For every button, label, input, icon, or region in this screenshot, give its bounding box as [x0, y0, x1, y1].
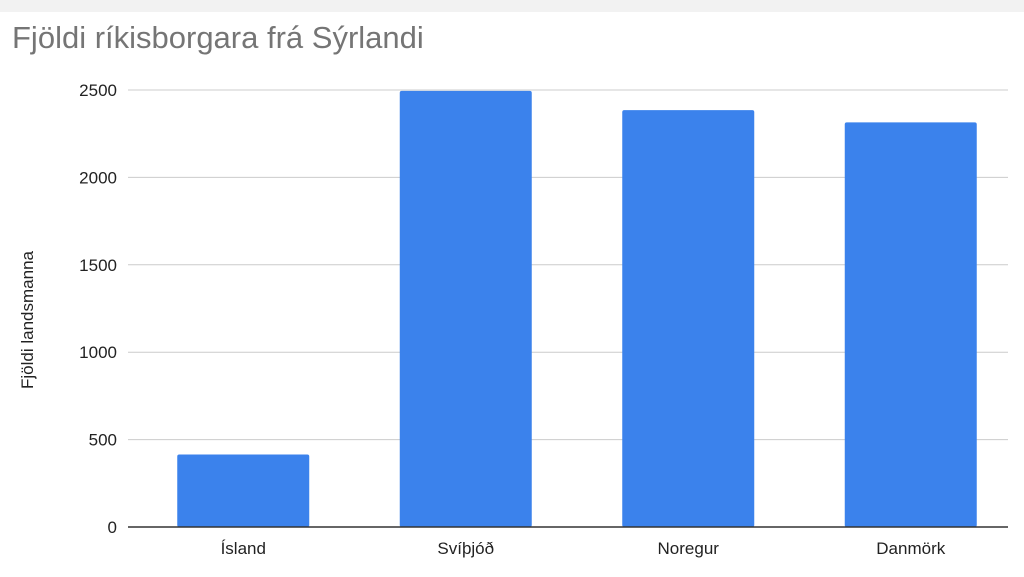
top-band: [0, 0, 1024, 12]
y-axis-ticks: 0 500 1000 1500 2000 2500: [79, 81, 117, 537]
x-tick-label: Ísland: [221, 539, 266, 558]
y-tick-label: 500: [89, 431, 117, 450]
y-tick-label: 0: [108, 518, 117, 537]
x-axis-ticks: Ísland Svíþjóð Noregur Danmörk: [221, 539, 946, 558]
y-tick-label: 2500: [79, 81, 117, 100]
bars: [177, 90, 977, 528]
y-tick-label: 2000: [79, 168, 117, 187]
bar: [622, 110, 755, 528]
x-tick-label: Svíþjóð: [437, 539, 494, 558]
bar: [844, 122, 977, 527]
bar: [399, 90, 532, 528]
x-tick-label: Danmörk: [876, 539, 945, 558]
y-tick-label: 1500: [79, 256, 117, 275]
x-tick-label: Noregur: [658, 539, 720, 558]
bar: [177, 454, 310, 527]
y-tick-label: 1000: [79, 343, 117, 362]
chart-title: Fjöldi ríkisborgara frá Sýrlandi: [12, 20, 424, 55]
